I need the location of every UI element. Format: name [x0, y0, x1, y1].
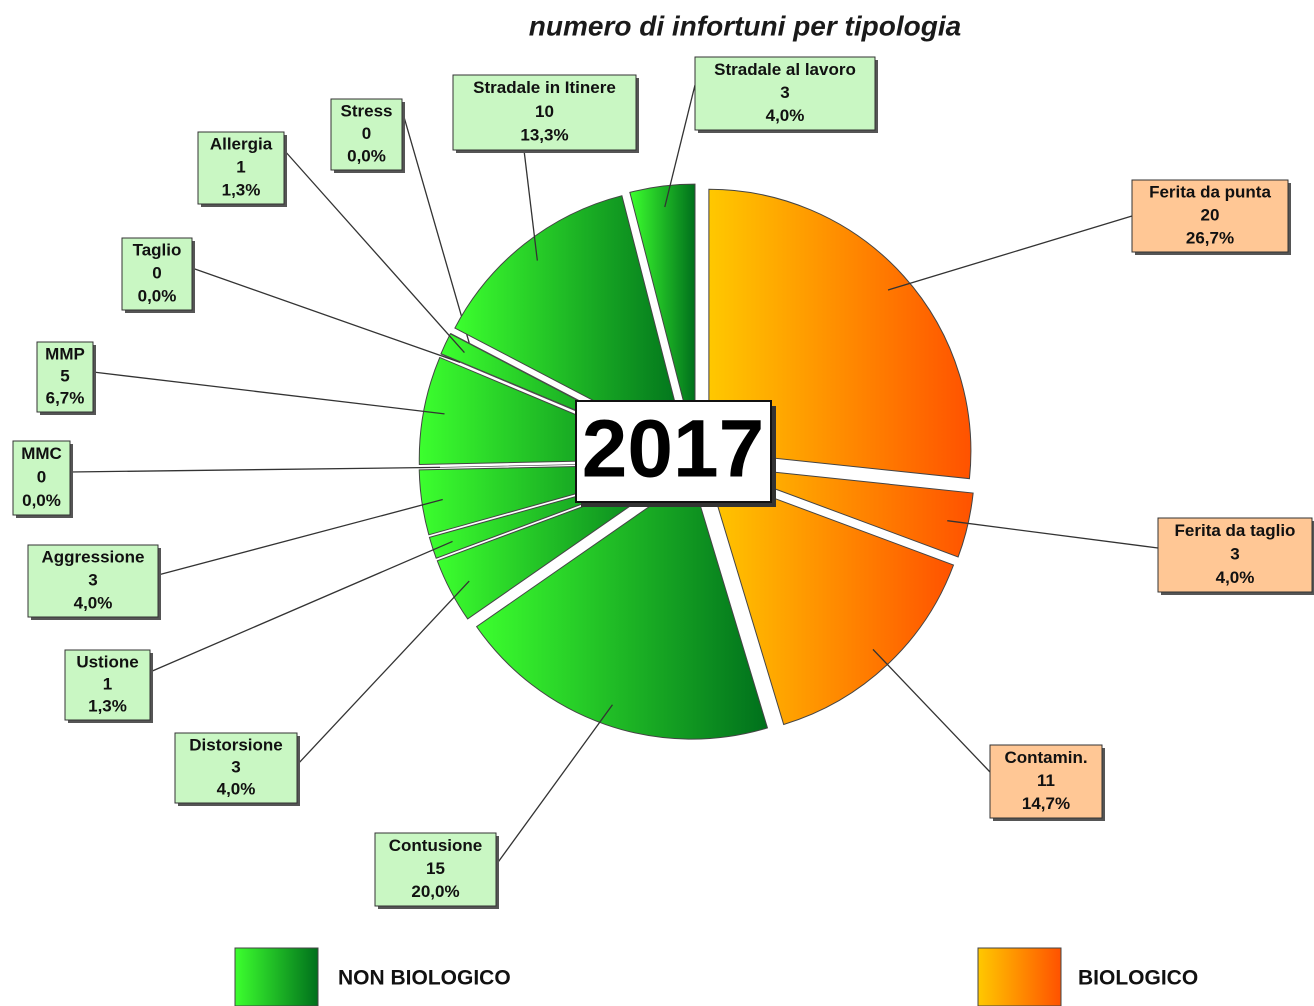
percentage-label: 0,0% — [347, 146, 386, 165]
category-label: Ferita da punta — [1149, 183, 1271, 202]
label-box — [64, 649, 151, 721]
value-label: 3 — [231, 757, 240, 776]
percentage-label: 6,7% — [46, 389, 85, 408]
value-label: 1 — [103, 674, 112, 693]
value-label: 15 — [426, 859, 445, 878]
value-label: 0 — [362, 124, 371, 143]
category-label: Ferita da taglio — [1175, 521, 1296, 540]
value-label: 3 — [1230, 544, 1239, 563]
pie-slice — [629, 183, 696, 447]
chart-title: numero di infortuni per tipologia — [529, 10, 961, 41]
category-label: MMC — [21, 444, 62, 463]
leader-line — [887, 215, 1133, 291]
percentage-label: 14,7% — [1022, 794, 1070, 813]
percentage-label: 4,0% — [74, 593, 113, 612]
category-label: Contamin. — [1004, 748, 1087, 767]
value-label: 11 — [1037, 771, 1055, 790]
percentage-label: 20,0% — [411, 882, 459, 901]
category-label: MMP — [45, 344, 85, 363]
label-box — [452, 74, 637, 151]
category-label: Distorsione — [189, 735, 283, 754]
value-label: 3 — [780, 83, 789, 102]
percentage-label: 4,0% — [766, 106, 805, 125]
percentage-label: 1,3% — [222, 180, 261, 199]
leader-line — [283, 149, 465, 353]
leader-line — [947, 520, 1159, 549]
legend-label: BIOLOGICO — [1078, 967, 1198, 990]
category-label: Stradale al lavoro — [714, 60, 856, 79]
value-label: 3 — [88, 570, 97, 589]
label-box — [1157, 517, 1313, 593]
legend-swatch — [977, 947, 1062, 1006]
leader-line — [872, 648, 991, 773]
value-label: 20 — [1201, 205, 1220, 224]
label-box — [694, 56, 876, 131]
pie-slice — [454, 195, 688, 451]
value-label: 0 — [152, 263, 161, 282]
label-box — [197, 131, 285, 205]
percentage-label: 1,3% — [88, 697, 127, 716]
leader-line — [92, 371, 445, 415]
label-box — [12, 440, 71, 516]
legend-swatch — [234, 947, 319, 1006]
leader-line — [296, 580, 470, 766]
category-label: Taglio — [133, 241, 182, 260]
leader-line — [149, 540, 453, 673]
leader-line — [191, 267, 461, 364]
percentage-label: 0,0% — [22, 491, 61, 510]
pie-slice — [712, 465, 974, 558]
percentage-label: 4,0% — [217, 780, 256, 799]
label-box — [989, 744, 1103, 819]
category-label: Contusione — [389, 836, 483, 855]
percentage-label: 13,3% — [520, 126, 568, 145]
label-box — [174, 732, 298, 804]
category-label: Stress — [341, 102, 393, 121]
label-box — [121, 237, 193, 311]
leader-line — [664, 84, 696, 208]
pie-slice — [475, 476, 769, 740]
label-box — [330, 98, 403, 171]
percentage-label: 4,0% — [1216, 568, 1255, 587]
value-label: 10 — [535, 102, 554, 121]
leader-line — [401, 109, 470, 344]
legend-label: NON BIOLOGICO — [338, 967, 511, 990]
leader-line — [157, 498, 443, 576]
category-label: Allergia — [210, 135, 273, 154]
value-label: 5 — [60, 366, 69, 385]
leader-line — [69, 466, 441, 473]
label-box — [36, 341, 94, 413]
value-label: 1 — [236, 157, 245, 176]
leader-line — [523, 149, 538, 261]
category-label: Ustione — [76, 652, 138, 671]
percentage-label: 26,7% — [1186, 228, 1234, 247]
leader-line — [495, 704, 613, 866]
label-box — [27, 544, 159, 618]
percentage-label: 0,0% — [138, 286, 177, 305]
value-label: 0 — [37, 467, 46, 486]
label-box — [374, 832, 497, 907]
center-label: 2017 — [582, 404, 764, 495]
center-box — [575, 400, 772, 503]
label-box — [1131, 179, 1289, 253]
category-label: Aggressione — [42, 548, 145, 567]
category-label: Stradale in Itinere — [473, 78, 616, 97]
